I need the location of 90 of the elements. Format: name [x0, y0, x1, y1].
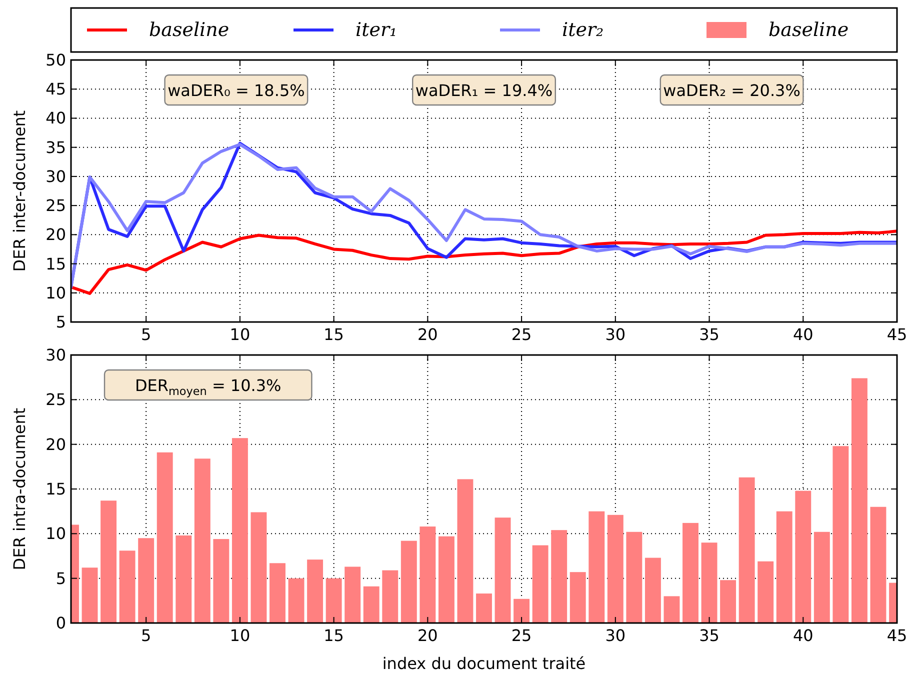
- bar: [626, 532, 642, 623]
- bar: [156, 452, 173, 623]
- bar: [82, 568, 98, 623]
- bar: [776, 511, 792, 623]
- x-tick-label: 10: [230, 626, 250, 645]
- bar: [119, 550, 136, 623]
- y-tick-label: 10: [46, 283, 66, 302]
- x-tick-label: 20: [418, 325, 438, 344]
- x-tick-label: 40: [792, 325, 814, 344]
- bar: [288, 578, 304, 623]
- bar: [551, 530, 568, 623]
- bar: [194, 458, 210, 623]
- y-tick-label: 20: [46, 225, 66, 244]
- x-tick-label: 25: [511, 626, 532, 645]
- x-tick-label: 15: [324, 626, 344, 645]
- annotation: DER$_{moyen}$ = 10.3%: [134, 376, 282, 398]
- bar: [870, 506, 886, 623]
- bar: [100, 500, 117, 623]
- y-tick-label: 25: [46, 196, 66, 216]
- line-series: [71, 230, 897, 295]
- bar: [382, 570, 398, 623]
- bar: [476, 594, 492, 623]
- x-tick-label: 5: [140, 325, 152, 344]
- bar: [270, 563, 286, 623]
- legend-label: iter₁: [356, 19, 398, 41]
- y-tick-label: 20: [46, 434, 66, 454]
- legend-label: baseline: [149, 19, 230, 41]
- bar: [514, 598, 530, 623]
- bar: [832, 446, 849, 623]
- y-tick-label: 45: [46, 80, 66, 99]
- legend-label: iter₂: [562, 19, 604, 41]
- x-tick-label: 35: [699, 626, 720, 645]
- y-tick-label: 30: [46, 166, 66, 186]
- x-tick-label: 15: [324, 325, 344, 344]
- bar: [307, 560, 324, 623]
- bar: [570, 572, 586, 623]
- annotation: waDER₁ = 19.4%: [415, 80, 553, 100]
- bar: [814, 532, 830, 623]
- bar: [213, 539, 230, 623]
- bar: [457, 479, 474, 623]
- bar: [400, 540, 417, 623]
- annotation: waDER₀ = 18.5%: [168, 80, 305, 100]
- bar: [701, 542, 718, 623]
- x-axis-title: index du document traité: [382, 654, 586, 673]
- bar: [682, 522, 698, 623]
- bar: [232, 438, 248, 623]
- x-tick-label: 35: [699, 325, 720, 344]
- x-tick-label: 30: [605, 325, 626, 344]
- y-tick-label: 10: [46, 524, 66, 544]
- bar: [720, 580, 736, 623]
- x-tick-label: 10: [230, 325, 250, 344]
- annotation: waDER₂ = 20.3%: [663, 80, 800, 100]
- y-axis-title: DER intra-document: [10, 408, 29, 570]
- legend-label: baseline: [768, 19, 849, 41]
- y-tick-label: 30: [46, 346, 66, 364]
- y-tick-label: 40: [46, 108, 66, 128]
- bar: [738, 477, 755, 623]
- bar: [795, 490, 812, 623]
- bar: [176, 535, 192, 623]
- x-tick-label: 25: [511, 325, 532, 344]
- bar: [438, 536, 454, 623]
- bar: [326, 578, 342, 623]
- bar: [664, 596, 680, 623]
- x-tick-label: 30: [605, 626, 626, 645]
- y-tick-label: 15: [46, 254, 66, 274]
- bar: [494, 518, 511, 623]
- bar: [851, 378, 868, 623]
- x-tick-label: 45: [886, 325, 908, 344]
- bar: [607, 514, 624, 623]
- bar: [420, 526, 436, 623]
- x-tick-label: 5: [140, 626, 152, 645]
- bar: [758, 561, 774, 623]
- y-tick-label: 5: [56, 568, 66, 588]
- y-tick-label: 0: [56, 614, 66, 632]
- bar: [644, 558, 661, 623]
- y-axis-title: DER inter-document: [10, 110, 29, 272]
- y-tick-label: 50: [46, 50, 66, 70]
- x-tick-label: 40: [792, 626, 814, 645]
- y-tick-label: 5: [56, 312, 66, 332]
- y-tick-label: 15: [46, 480, 66, 498]
- y-tick-label: 35: [46, 138, 66, 157]
- bar: [138, 538, 154, 623]
- bar: [344, 566, 361, 623]
- bar: [532, 545, 548, 623]
- x-tick-label: 20: [418, 626, 438, 645]
- bar: [363, 586, 380, 623]
- x-tick-label: 45: [886, 626, 908, 645]
- bar: [250, 512, 267, 623]
- bar: [588, 511, 605, 623]
- y-tick-label: 25: [46, 390, 66, 410]
